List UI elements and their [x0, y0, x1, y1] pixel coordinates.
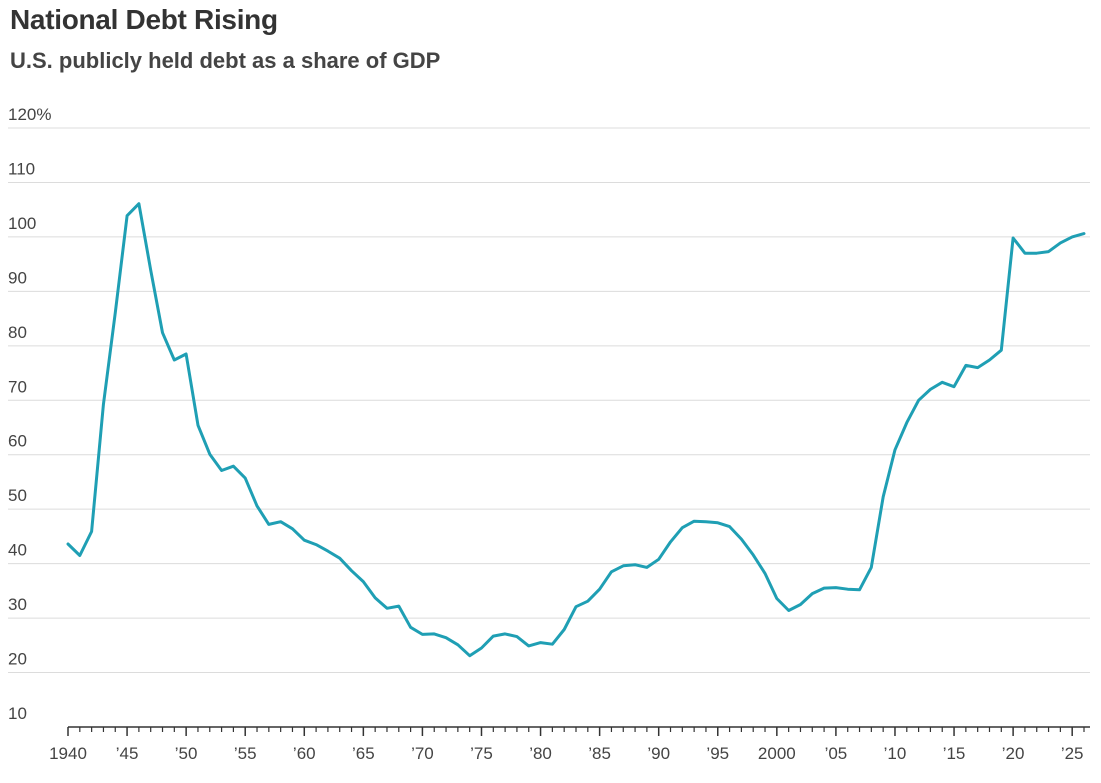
x-tick-label: ’25 [1061, 744, 1084, 763]
x-tick-label: ’15 [943, 744, 966, 763]
y-axis-tick-labels: 120% 110 100 90 80 70 60 50 40 30 20 10 [8, 105, 51, 723]
chart-subtitle: U.S. publicly held debt as a share of GD… [10, 48, 441, 73]
x-tick-label: 2000 [758, 744, 796, 763]
y-tick-label: 40 [8, 541, 27, 560]
y-tick-label: 50 [8, 486, 27, 505]
x-axis [67, 726, 1090, 736]
series-layer [66, 202, 1086, 658]
x-tick-label: ’90 [647, 744, 670, 763]
x-tick-label: ’70 [411, 744, 434, 763]
y-tick-label: 60 [8, 432, 27, 451]
y-tick-label: 100 [8, 214, 36, 233]
x-axis-tick-labels: 1940 ’45 ’50 ’55 ’60 ’65 ’70 ’75 ’80 ’85 ’90 ’95 200… [49, 744, 1083, 763]
x-tick-label: ’20 [1002, 744, 1025, 763]
x-tick-label: ’80 [529, 744, 552, 763]
x-tick-label: ’55 [234, 744, 257, 763]
y-tick-label: 20 [8, 650, 27, 669]
y-tick-label: 80 [8, 323, 27, 342]
y-tick-label: 70 [8, 377, 27, 396]
y-tick-label: 90 [8, 268, 27, 287]
x-tick-label: ’05 [825, 744, 848, 763]
y-tick-label: 120% [8, 105, 51, 124]
x-tick-label: ’95 [706, 744, 729, 763]
x-tick-label: ’60 [293, 744, 316, 763]
series-line-0 [66, 202, 1086, 658]
x-tick-label: ’50 [175, 744, 198, 763]
x-tick-label: ’85 [588, 744, 611, 763]
x-tick-label: ’65 [352, 744, 375, 763]
x-tick-label: ’45 [116, 744, 139, 763]
x-tick-label: 1940 [49, 744, 87, 763]
x-tick-label: ’10 [884, 744, 907, 763]
y-tick-label: 10 [8, 704, 27, 723]
chart-title: National Debt Rising [10, 4, 278, 35]
x-tick-label: ’75 [470, 744, 493, 763]
y-tick-label: 110 [8, 159, 35, 178]
y-tick-label: 30 [8, 595, 27, 614]
gridlines [8, 127, 1090, 674]
